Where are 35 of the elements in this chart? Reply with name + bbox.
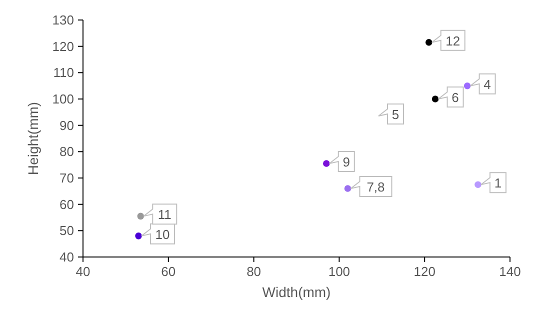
x-tick-label: 140 <box>499 264 521 279</box>
point <box>344 185 352 192</box>
y-tick-label: 100 <box>52 92 74 106</box>
annotation: 11 <box>158 207 172 222</box>
y-tick-label: 80 <box>60 144 74 160</box>
x-tick-label: 80 <box>246 264 262 279</box>
annotation: 10 <box>155 226 170 242</box>
annotation: 5 <box>392 106 400 122</box>
y-tick-label: 110 <box>53 65 74 80</box>
point <box>135 232 142 240</box>
y-tick-label: 40 <box>60 250 74 264</box>
point <box>323 160 330 167</box>
y-tick-label: 60 <box>60 196 74 212</box>
x-tick-label: 60 <box>161 264 176 279</box>
annotation: 4 <box>484 76 491 92</box>
x-tick-label: 100 <box>328 264 350 279</box>
annotation: 1 <box>494 176 502 191</box>
point <box>474 181 482 188</box>
annotation: 6 <box>452 90 459 105</box>
x-tick-label: 120 <box>414 264 436 279</box>
annotation: 12 <box>446 33 460 48</box>
annotation: 9 <box>342 154 350 170</box>
y-tick-label: 90 <box>60 118 74 133</box>
y-axis-title: Height(mm) <box>25 102 41 176</box>
point <box>137 212 144 220</box>
point <box>464 82 471 90</box>
y-tick-label: 130 <box>52 12 74 28</box>
y-tick-label: 120 <box>52 38 74 54</box>
point <box>425 39 432 46</box>
x-axis-title: Width(mm) <box>262 284 331 300</box>
x-tick-label: 40 <box>76 264 90 279</box>
annotation: 7,8 <box>366 180 385 195</box>
point <box>432 96 439 102</box>
y-tick-label: 50 <box>60 223 74 238</box>
y-tick-label: 70 <box>60 170 74 186</box>
